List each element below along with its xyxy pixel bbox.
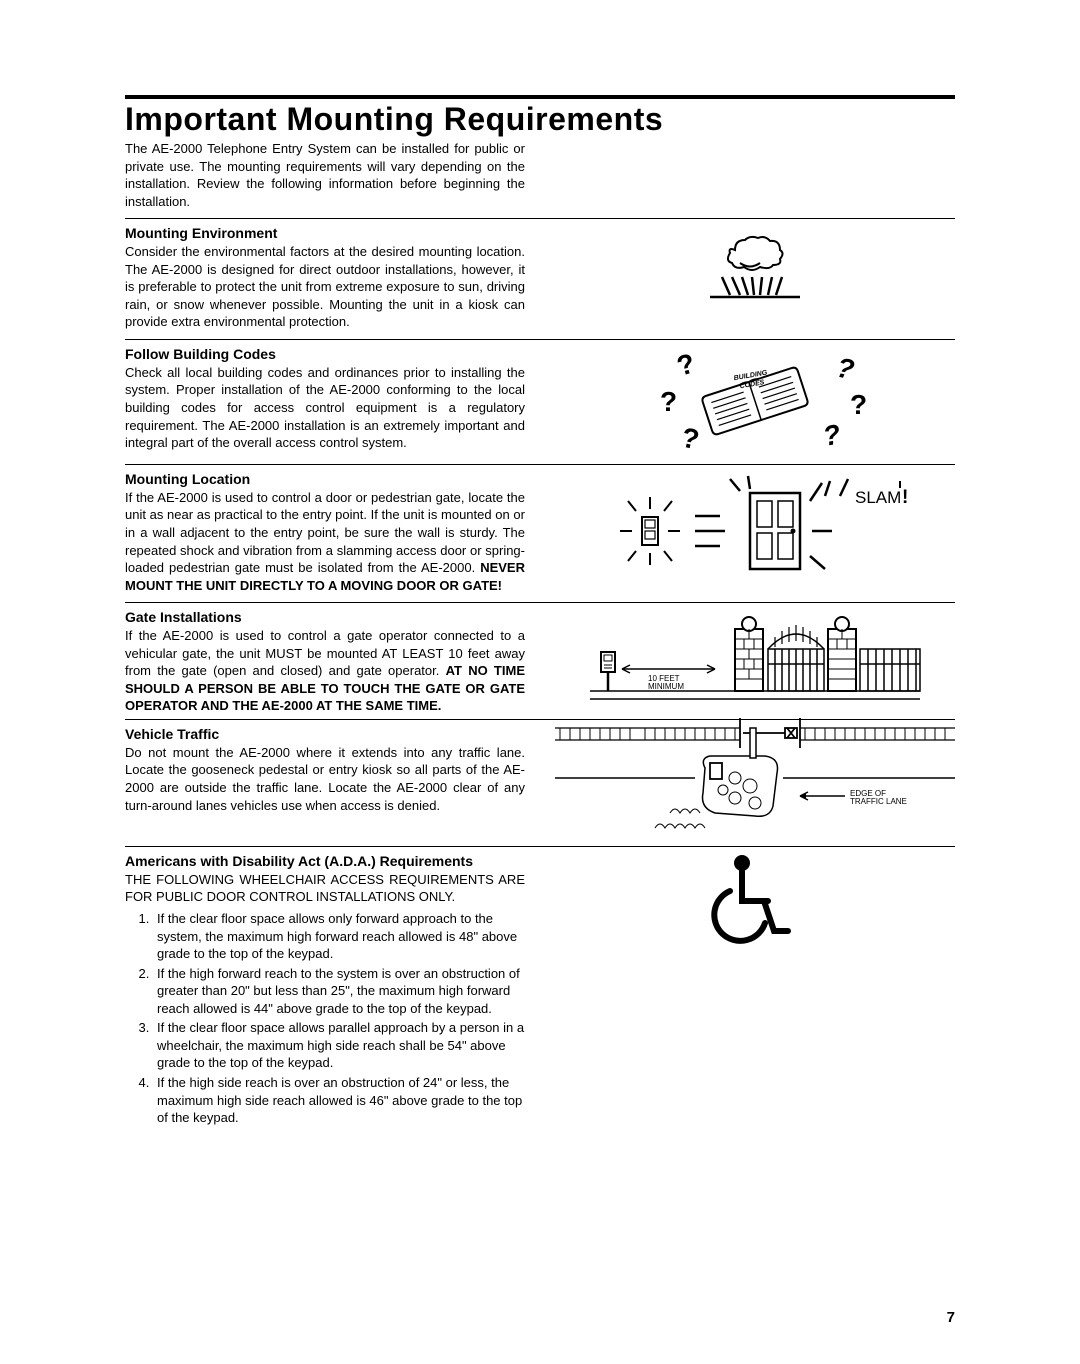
- body-codes: Check all local building codes and ordin…: [125, 364, 525, 452]
- heading-traffic: Vehicle Traffic: [125, 726, 525, 742]
- body-environment: Consider the environmental factors at th…: [125, 243, 525, 331]
- heading-ada: Americans with Disability Act (A.D.A.) R…: [125, 853, 525, 869]
- svg-text:?: ?: [679, 421, 702, 455]
- body-location-pre: If the AE-2000 is used to control a door…: [125, 490, 525, 575]
- body-ada-intro: THE FOLLOWING WHEELCHAIR ACCESS REQUIREM…: [125, 871, 525, 906]
- traffic-lane-icon: EDGE OF TRAFFIC LANE: [555, 718, 955, 838]
- page-number: 7: [947, 1309, 955, 1326]
- ada-item-4: If the high side reach is over an obstru…: [153, 1074, 525, 1127]
- gate-distance-icon: 10 FEET MINIMUM: [590, 609, 920, 709]
- ada-item-2: If the high forward reach to the system …: [153, 965, 525, 1018]
- svg-text:?: ?: [821, 418, 843, 452]
- section-codes: Follow Building Codes Check all local bu…: [125, 339, 955, 456]
- section-ada: Americans with Disability Act (A.D.A.) R…: [125, 846, 955, 1129]
- body-gate: If the AE-2000 is used to control a gate…: [125, 627, 525, 715]
- slam-label: SLAM: [855, 488, 901, 507]
- svg-text:?: ?: [834, 351, 857, 385]
- door-slam-icon: SLAM !: [600, 471, 910, 586]
- illus-gate: 10 FEET MINIMUM: [555, 609, 955, 709]
- section-environment: Mounting Environment Consider the enviro…: [125, 218, 955, 331]
- body-traffic: Do not mount the AE-2000 where it extend…: [125, 744, 525, 814]
- heading-location: Mounting Location: [125, 471, 525, 487]
- ada-list: If the clear floor space allows only for…: [125, 910, 525, 1127]
- body-location: If the AE-2000 is used to control a door…: [125, 489, 525, 594]
- illus-traffic: EDGE OF TRAFFIC LANE: [555, 718, 955, 838]
- illus-codes: ? ? ? ? ? ? BUILDING CODES: [555, 346, 955, 456]
- ada-item-3: If the clear floor space allows parallel…: [153, 1019, 525, 1072]
- section-location: Mounting Location If the AE-2000 is used…: [125, 464, 955, 594]
- intro-text: The AE-2000 Telephone Entry System can b…: [125, 140, 525, 210]
- heading-codes: Follow Building Codes: [125, 346, 525, 362]
- svg-text:?: ?: [660, 386, 677, 417]
- ada-item-1: If the clear floor space allows only for…: [153, 910, 525, 963]
- section-gate: Gate Installations If the AE-2000 is use…: [125, 602, 955, 715]
- title-rule: [125, 95, 955, 99]
- heading-gate: Gate Installations: [125, 609, 525, 625]
- sun-cloud-rain-icon: [700, 235, 810, 315]
- illus-ada: [555, 853, 955, 953]
- svg-text:?: ?: [674, 347, 699, 381]
- distance-label-2: MINIMUM: [648, 682, 684, 691]
- wheelchair-icon: [710, 853, 800, 953]
- illus-environment: [555, 225, 955, 325]
- illus-location: SLAM !: [555, 471, 955, 586]
- section-traffic: Vehicle Traffic Do not mount the AE-2000…: [125, 719, 955, 838]
- heading-environment: Mounting Environment: [125, 225, 525, 241]
- building-codes-book-icon: ? ? ? ? ? ? BUILDING CODES: [625, 346, 885, 456]
- svg-text:?: ?: [850, 389, 867, 420]
- slam-mark: !: [902, 487, 908, 508]
- lane-label-2: TRAFFIC LANE: [850, 797, 907, 806]
- page-title: Important Mounting Requirements: [125, 101, 955, 138]
